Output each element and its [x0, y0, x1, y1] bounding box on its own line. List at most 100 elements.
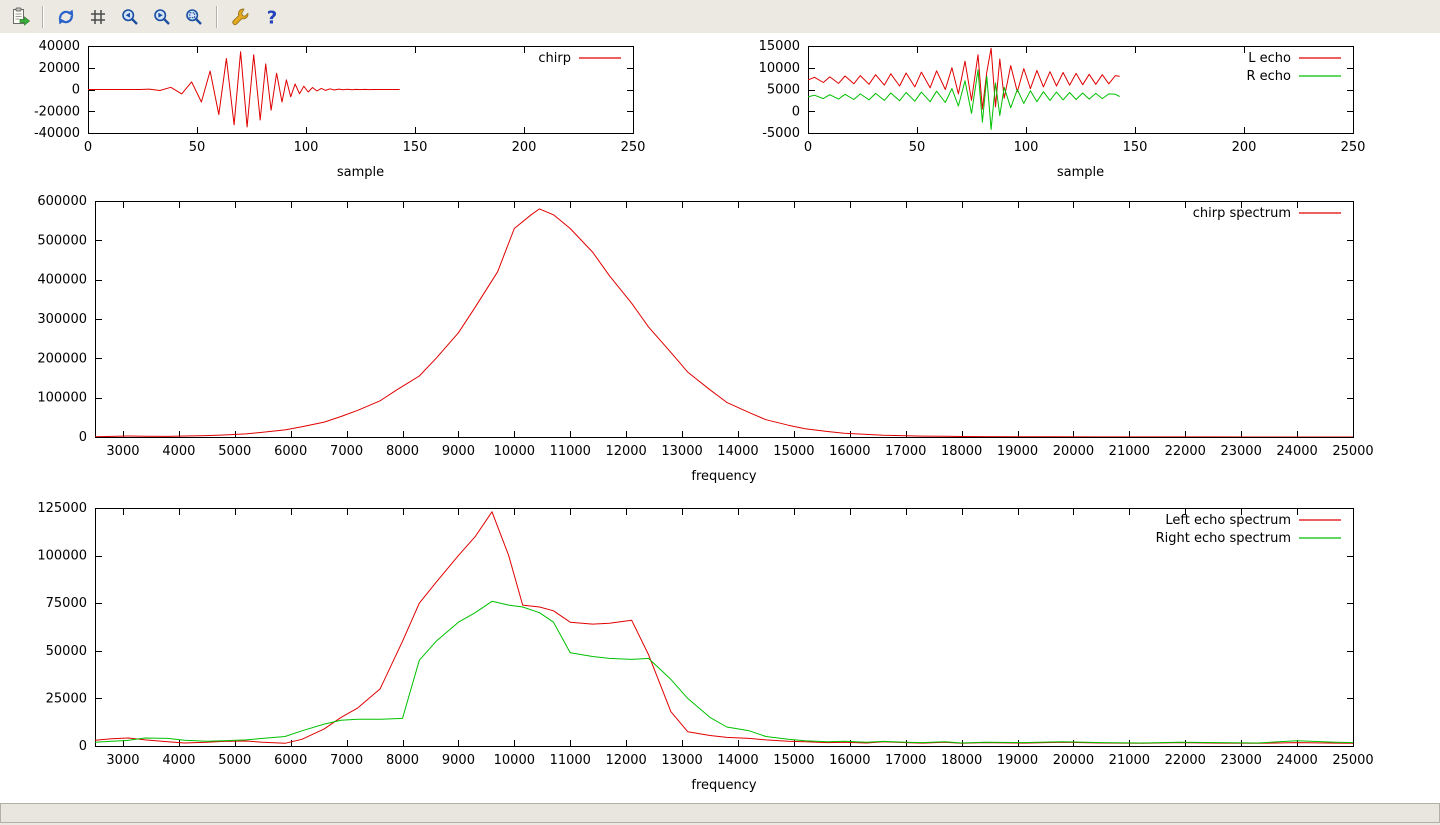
y-tick-label: 0: [79, 430, 87, 445]
x-tick-label: 24000: [1276, 753, 1317, 768]
legend-label: chirp spectrum: [1193, 206, 1291, 221]
x-tick-label: 3000: [106, 753, 139, 768]
x-tick-label: 22000: [1165, 444, 1206, 459]
configure-button[interactable]: [225, 3, 255, 31]
series-l-echo: [808, 47, 1120, 110]
x-tick-label: 100: [1014, 140, 1039, 155]
x-tick-label: 19000: [997, 753, 1038, 768]
y-tick-label: 0: [72, 83, 80, 98]
x-tick-label: 9000: [442, 753, 475, 768]
x-tick-label: 23000: [1220, 753, 1261, 768]
y-tick-label: 100000: [37, 391, 87, 406]
x-tick-label: 25000: [1332, 444, 1373, 459]
x-axis-label: sample: [1057, 165, 1104, 180]
x-tick-label: 16000: [829, 753, 870, 768]
autoscale-button[interactable]: [179, 3, 209, 31]
legend-label: chirp: [538, 51, 571, 66]
y-tick-label: 125000: [37, 501, 87, 516]
chart-3: 3000 4000 5000 6000 7000 8000 9000 10000 11000 12…: [37, 501, 1373, 793]
x-tick-label: 12000: [605, 444, 646, 459]
x-tick-label: 18000: [941, 444, 982, 459]
x-tick-label: 11000: [550, 444, 591, 459]
y-tick-label: 75000: [46, 596, 87, 611]
toolbar-separator: [42, 5, 44, 28]
toolbar-separator: [216, 5, 218, 28]
y-tick-label: -40000: [34, 126, 80, 141]
y-tick-label: -5000: [762, 126, 800, 141]
x-tick-label: 19000: [997, 444, 1038, 459]
y-tick-label: 200000: [37, 351, 87, 366]
axes: [95, 508, 1354, 747]
series-chirp-spectrum: [95, 208, 1353, 437]
y-tick-label: 400000: [37, 273, 87, 288]
zoom-previous-button[interactable]: [115, 3, 145, 31]
refresh-arrows-icon: [56, 7, 76, 27]
x-tick-label: 4000: [162, 444, 195, 459]
chart-1: 0 50 100 150 200 250 -5000 0 5000 10000 15000 sampl…: [759, 39, 1366, 180]
x-tick-label: 200: [512, 140, 537, 155]
plot-canvas[interactable]: 0 50 100 150 200 250 -40000 -20000 0 20000 40000 sa…: [0, 33, 1440, 803]
x-tick-label: 3000: [106, 444, 139, 459]
x-tick-label: 12000: [605, 753, 646, 768]
help-button[interactable]: ?: [257, 3, 287, 31]
legend-label: Left echo spectrum: [1165, 513, 1291, 528]
y-tick-label: 0: [792, 104, 800, 119]
magnifier-right-icon: [152, 7, 172, 27]
x-tick-label: 10000: [494, 753, 535, 768]
x-axis-label: sample: [337, 165, 384, 180]
x-tick-label: 20000: [1053, 753, 1094, 768]
x-tick-label: 15000: [773, 444, 814, 459]
series-left-echo-spectrum: [95, 511, 1353, 744]
y-tick-label: -20000: [34, 104, 80, 119]
y-tick-label: 600000: [37, 194, 87, 209]
x-tick-label: 10000: [494, 444, 535, 459]
y-tick-label: 100000: [37, 549, 87, 564]
x-tick-label: 14000: [717, 444, 758, 459]
x-tick-label: 200: [1232, 140, 1257, 155]
svg-text:?: ?: [267, 7, 277, 27]
zoom-next-button[interactable]: [147, 3, 177, 31]
chart-0: 0 50 100 150 200 250 -40000 -20000 0 20000 40000 sa…: [34, 39, 645, 180]
x-tick-label: 4000: [162, 753, 195, 768]
copy-plot-button[interactable]: [5, 3, 35, 31]
y-tick-label: 500000: [37, 233, 87, 248]
series-chirp: [88, 51, 400, 128]
y-tick-label: 15000: [759, 39, 800, 54]
x-tick-label: 14000: [717, 753, 758, 768]
x-tick-label: 100: [294, 140, 319, 155]
axes: [95, 201, 1354, 438]
x-tick-label: 7000: [330, 444, 363, 459]
x-tick-label: 8000: [386, 444, 419, 459]
plots-svg: 0 50 100 150 200 250-40000-2000002000040000sa…: [34, 39, 1374, 793]
chart-2: 3000 4000 5000 6000 7000 8000 9000 10000 11000 12…: [37, 194, 1373, 484]
y-tick-label: 50000: [46, 644, 87, 659]
grid-icon: [88, 7, 108, 27]
toggle-grid-button[interactable]: [83, 3, 113, 31]
x-tick-label: 13000: [661, 753, 702, 768]
series-r-echo: [808, 69, 1120, 130]
y-tick-label: 25000: [46, 691, 87, 706]
x-tick-label: 17000: [885, 444, 926, 459]
replot-button[interactable]: [51, 3, 81, 31]
y-tick-label: 40000: [39, 39, 80, 54]
series-right-echo-spectrum: [95, 600, 1353, 744]
x-tick-label: 5000: [218, 753, 251, 768]
y-tick-label: 5000: [767, 83, 800, 98]
wrench-icon: [230, 7, 250, 27]
x-tick-label: 23000: [1220, 444, 1261, 459]
x-tick-label: 250: [1341, 140, 1366, 155]
x-axis-label: frequency: [691, 778, 757, 793]
x-tick-label: 50: [909, 140, 926, 155]
legend-label: Right echo spectrum: [1156, 531, 1291, 546]
x-tick-label: 0: [84, 140, 92, 155]
magnifier-icon: [184, 7, 204, 27]
x-tick-label: 5000: [218, 444, 251, 459]
magnifier-left-icon: [120, 7, 140, 27]
x-tick-label: 16000: [829, 444, 870, 459]
x-tick-label: 8000: [386, 753, 419, 768]
x-tick-label: 18000: [941, 753, 982, 768]
x-tick-label: 250: [621, 140, 646, 155]
x-tick-label: 20000: [1053, 444, 1094, 459]
x-tick-label: 17000: [885, 753, 926, 768]
y-tick-label: 300000: [37, 312, 87, 327]
